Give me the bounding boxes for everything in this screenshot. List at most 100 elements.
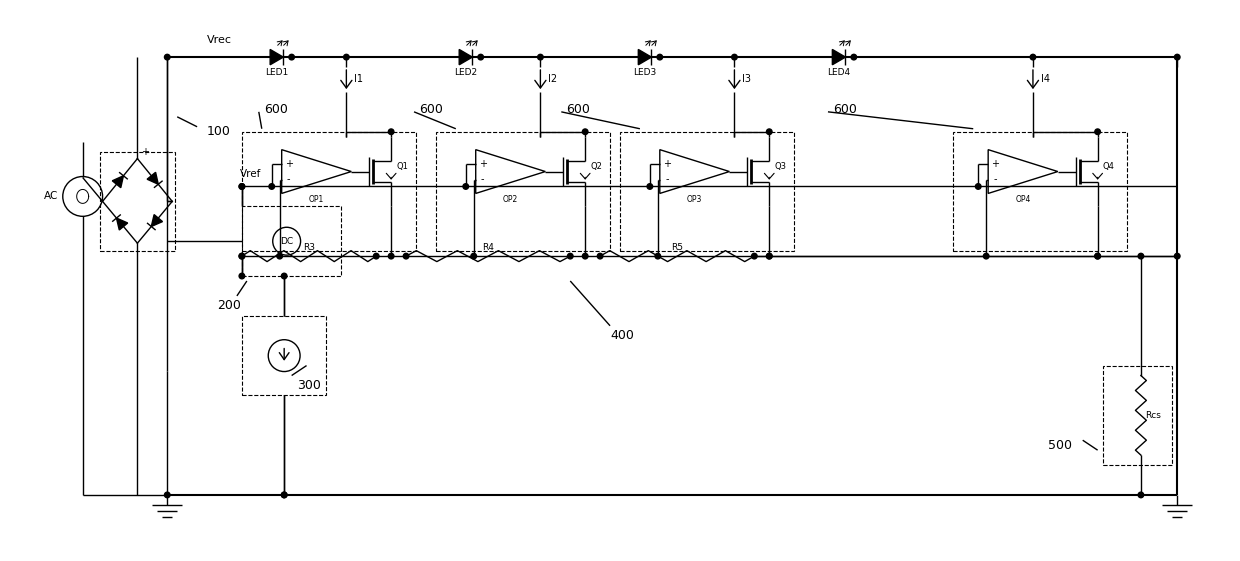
Circle shape bbox=[239, 273, 244, 279]
Circle shape bbox=[239, 254, 244, 259]
Text: -: - bbox=[141, 246, 145, 256]
Text: +: + bbox=[479, 159, 486, 169]
Circle shape bbox=[851, 54, 857, 60]
Bar bbox=[242, 316, 326, 396]
Circle shape bbox=[373, 254, 379, 259]
Bar bbox=[954, 132, 1127, 251]
Polygon shape bbox=[832, 49, 846, 65]
Circle shape bbox=[983, 254, 990, 259]
Circle shape bbox=[647, 183, 652, 189]
Text: 600: 600 bbox=[264, 103, 288, 116]
Text: Q1: Q1 bbox=[396, 162, 408, 171]
Circle shape bbox=[281, 273, 286, 279]
Text: +: + bbox=[285, 159, 293, 169]
Text: -: - bbox=[481, 174, 485, 185]
Circle shape bbox=[1174, 54, 1180, 60]
Text: R5: R5 bbox=[671, 243, 683, 252]
Circle shape bbox=[277, 254, 283, 259]
Circle shape bbox=[655, 254, 661, 259]
Text: Q2: Q2 bbox=[590, 162, 603, 171]
Text: +: + bbox=[991, 159, 999, 169]
Text: R3: R3 bbox=[303, 243, 315, 252]
Circle shape bbox=[239, 183, 244, 189]
Circle shape bbox=[766, 254, 773, 259]
Circle shape bbox=[1030, 54, 1035, 60]
Circle shape bbox=[1095, 129, 1100, 135]
Circle shape bbox=[239, 183, 244, 189]
Text: OP4: OP4 bbox=[1016, 195, 1030, 204]
Text: -: - bbox=[286, 174, 290, 185]
Bar bbox=[242, 206, 341, 276]
Polygon shape bbox=[459, 49, 472, 65]
Circle shape bbox=[289, 54, 294, 60]
Polygon shape bbox=[113, 176, 124, 188]
Text: Vref: Vref bbox=[239, 168, 262, 178]
Circle shape bbox=[463, 183, 469, 189]
Circle shape bbox=[388, 254, 394, 259]
Text: I1: I1 bbox=[355, 74, 363, 84]
Text: R4: R4 bbox=[482, 243, 494, 252]
Circle shape bbox=[766, 129, 773, 135]
Circle shape bbox=[657, 54, 662, 60]
Circle shape bbox=[239, 254, 244, 259]
Circle shape bbox=[751, 254, 758, 259]
Text: OP3: OP3 bbox=[687, 195, 702, 204]
Text: 600: 600 bbox=[419, 103, 443, 116]
Text: 600: 600 bbox=[567, 103, 590, 116]
Polygon shape bbox=[151, 214, 162, 227]
Polygon shape bbox=[270, 49, 283, 65]
Text: DC: DC bbox=[280, 237, 293, 246]
Text: LED2: LED2 bbox=[454, 67, 477, 76]
Circle shape bbox=[583, 254, 588, 259]
Circle shape bbox=[165, 54, 170, 60]
Polygon shape bbox=[117, 218, 128, 230]
Bar bbox=[436, 132, 610, 251]
Text: 100: 100 bbox=[207, 125, 231, 138]
Circle shape bbox=[766, 254, 773, 259]
Text: 400: 400 bbox=[610, 329, 634, 342]
Text: 200: 200 bbox=[217, 300, 241, 312]
Polygon shape bbox=[148, 172, 159, 184]
Circle shape bbox=[1095, 254, 1100, 259]
Circle shape bbox=[1095, 254, 1100, 259]
Circle shape bbox=[583, 129, 588, 135]
Text: I3: I3 bbox=[743, 74, 751, 84]
Text: AC: AC bbox=[43, 191, 58, 201]
Text: -: - bbox=[993, 174, 997, 185]
Bar bbox=[99, 151, 175, 251]
Text: +: + bbox=[662, 159, 671, 169]
Circle shape bbox=[1138, 492, 1143, 498]
Text: Q3: Q3 bbox=[774, 162, 786, 171]
Text: LED3: LED3 bbox=[634, 67, 656, 76]
Circle shape bbox=[976, 183, 981, 189]
Text: LED1: LED1 bbox=[265, 67, 289, 76]
Bar bbox=[1102, 366, 1172, 465]
Bar bbox=[620, 132, 794, 251]
Polygon shape bbox=[639, 49, 651, 65]
Text: -: - bbox=[665, 174, 668, 185]
Circle shape bbox=[568, 254, 573, 259]
Circle shape bbox=[165, 492, 170, 498]
Circle shape bbox=[281, 492, 286, 498]
Text: 300: 300 bbox=[296, 379, 320, 392]
Text: OP1: OP1 bbox=[309, 195, 324, 204]
Circle shape bbox=[1138, 254, 1143, 259]
Text: I4: I4 bbox=[1040, 74, 1050, 84]
Circle shape bbox=[1174, 254, 1180, 259]
Text: LED4: LED4 bbox=[827, 67, 851, 76]
Text: I2: I2 bbox=[548, 74, 558, 84]
Circle shape bbox=[388, 129, 394, 135]
Text: Vrec: Vrec bbox=[207, 35, 232, 45]
Circle shape bbox=[598, 254, 603, 259]
Circle shape bbox=[477, 54, 484, 60]
Bar bbox=[242, 132, 415, 251]
Circle shape bbox=[403, 254, 409, 259]
Circle shape bbox=[471, 254, 476, 259]
Text: Rcs: Rcs bbox=[1145, 411, 1161, 420]
Text: 500: 500 bbox=[1048, 439, 1071, 452]
Circle shape bbox=[281, 492, 286, 498]
Text: Q4: Q4 bbox=[1102, 162, 1115, 171]
Text: 600: 600 bbox=[833, 103, 857, 116]
Circle shape bbox=[732, 54, 738, 60]
Text: OP2: OP2 bbox=[503, 195, 518, 204]
